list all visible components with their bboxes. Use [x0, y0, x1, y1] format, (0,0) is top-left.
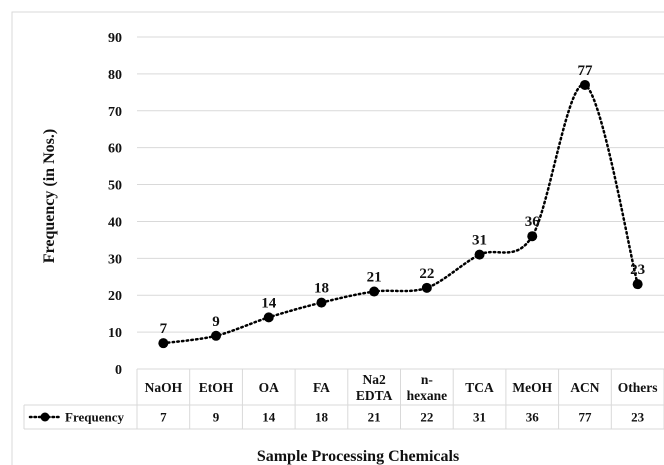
table-value: 9 [213, 410, 220, 425]
y-axis-title: Frequency (in Nos.) [41, 129, 58, 263]
legend-marker [40, 412, 50, 422]
y-tick-label: 40 [108, 215, 122, 230]
series-line-frequency [162, 83, 639, 345]
x-tick-label: MeOH [512, 380, 552, 395]
data-label: 21 [367, 270, 382, 286]
data-point [527, 231, 538, 242]
y-tick-label: 70 [108, 105, 122, 120]
table-value: 23 [631, 410, 645, 425]
x-tick-label: TCA [465, 380, 494, 395]
x-tick-label: ACN [570, 380, 599, 395]
data-point [263, 312, 274, 323]
data-point [211, 330, 222, 341]
table-value: 14 [262, 410, 276, 425]
chart-border [11, 11, 664, 465]
data-label: 77 [577, 63, 593, 79]
data-label: 14 [261, 295, 277, 311]
x-tick-label: n-hexane [407, 372, 448, 403]
legend-label: Frequency [65, 410, 124, 425]
data-point [632, 279, 643, 290]
data-point [316, 297, 327, 308]
x-tick-label: FA [313, 380, 330, 395]
y-tick-label: 20 [108, 289, 122, 304]
table-value: 21 [368, 410, 381, 425]
table-value: 31 [473, 410, 486, 425]
data-label: 31 [472, 233, 487, 249]
data-label: 22 [419, 266, 434, 282]
table-value: 7 [160, 410, 167, 425]
data-label: 9 [212, 314, 220, 330]
x-tick-label: OA [259, 380, 280, 395]
data-point [158, 338, 169, 349]
y-tick-label: 50 [108, 179, 122, 194]
y-tick-label: 0 [115, 363, 122, 378]
data-point [474, 249, 485, 260]
y-tick-label: 80 [108, 68, 122, 83]
data-point [369, 286, 380, 297]
table-value: 18 [315, 410, 329, 425]
table-value: 22 [420, 410, 433, 425]
x-tick-label: Na2 EDTA [356, 372, 393, 403]
y-tick-label: 30 [108, 252, 122, 267]
x-tick-label: EtOH [199, 380, 234, 395]
data-point [421, 282, 432, 293]
data-point [579, 79, 590, 90]
x-tick-label: NaOH [145, 380, 183, 395]
data-label: 23 [630, 262, 645, 278]
data-label: 7 [160, 321, 168, 337]
y-tick-label: 90 [108, 31, 122, 46]
x-tick-label: Others [618, 380, 658, 395]
x-axis-title: Sample Processing Chemicals [257, 448, 459, 465]
table-value: 36 [526, 410, 540, 425]
y-tick-label: 60 [108, 142, 122, 157]
y-tick-label: 10 [108, 326, 122, 341]
data-label: 36 [525, 214, 541, 230]
table-value: 77 [578, 410, 592, 425]
data-label: 18 [314, 281, 329, 297]
